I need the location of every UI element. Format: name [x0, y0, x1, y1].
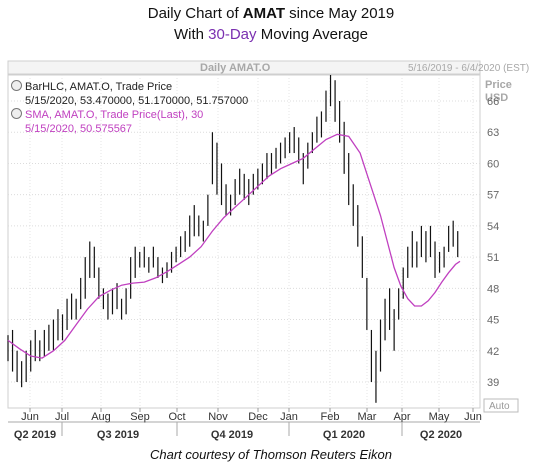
plot-area	[7, 74, 481, 409]
x-quarter-label: Q3 2019	[97, 429, 139, 441]
x-tick-label: Apr	[393, 411, 410, 423]
panel-header	[7, 60, 481, 75]
panel-date-range: 5/16/2019 - 6/4/2020 (EST)	[408, 63, 529, 74]
x-tick-label: Jun	[21, 411, 39, 423]
x-tick-label: May	[429, 411, 450, 423]
y-tick-label: 51	[487, 252, 499, 264]
y-tick-label: 45	[487, 315, 499, 327]
series-settings-icon[interactable]	[11, 80, 22, 91]
x-tick-label: Sep	[130, 411, 150, 423]
chart-title: Daily Chart of AMAT since May 2019	[147, 5, 395, 22]
axis-title-currency: USD	[485, 92, 508, 104]
auto-scale-button[interactable]: Auto	[483, 398, 519, 413]
axis-title-price: Price	[485, 79, 512, 91]
auto-button-frame	[483, 398, 519, 413]
x-tick-label: Jan	[280, 411, 298, 423]
y-tick-label: 48	[487, 283, 499, 295]
x-tick-label: Mar	[358, 411, 377, 423]
y-tick-label: 63	[487, 127, 499, 139]
y-tick-label: 66	[487, 96, 499, 108]
x-tick-label: Jun	[464, 411, 482, 423]
x-tick-label: Jul	[55, 411, 69, 423]
auto-label: Auto	[489, 401, 510, 412]
x-tick-label: Oct	[168, 411, 185, 423]
x-tick-label: Aug	[91, 411, 111, 423]
sma-line	[7, 133, 461, 359]
y-tick-label: 60	[487, 158, 499, 170]
y-tick-label: 57	[487, 190, 499, 202]
x-tick-label: Nov	[208, 411, 228, 423]
legend-bar-values: 5/15/2020, 53.470000, 51.170000, 51.7570…	[25, 95, 249, 107]
x-tick-label: Dec	[248, 411, 268, 423]
ticker-label: AMAT	[242, 5, 286, 22]
y-tick-label: 42	[487, 346, 499, 358]
x-quarter-label: Q2 2020	[420, 429, 462, 441]
ma-period-label: 30-Day	[208, 26, 257, 43]
legend: BarHLC, AMAT.O, Trade Price 5/15/2020, 5…	[11, 80, 248, 136]
series-settings-icon[interactable]	[11, 108, 22, 119]
panel-name: Daily AMAT.O	[200, 62, 271, 74]
legend-sma-series[interactable]: SMA, AMAT.O, Trade Price(Last), 30	[11, 108, 248, 122]
y-tick-label: 39	[487, 377, 499, 389]
legend-bar-series[interactable]: BarHLC, AMAT.O, Trade Price	[11, 80, 248, 94]
x-quarter-label: Q4 2019	[211, 429, 253, 441]
x-quarter-label: Q1 2020	[323, 429, 365, 441]
legend-sma-values: 5/15/2020, 50.575567	[25, 123, 133, 135]
x-tick-label: Feb	[321, 411, 340, 423]
x-quarter-label: Q2 2019	[14, 429, 56, 441]
y-tick-label: 54	[487, 221, 499, 233]
chart-caption: Chart courtesy of Thomson Reuters Eikon	[149, 447, 393, 462]
chart-subtitle: With 30-Day Moving Average	[174, 26, 368, 43]
